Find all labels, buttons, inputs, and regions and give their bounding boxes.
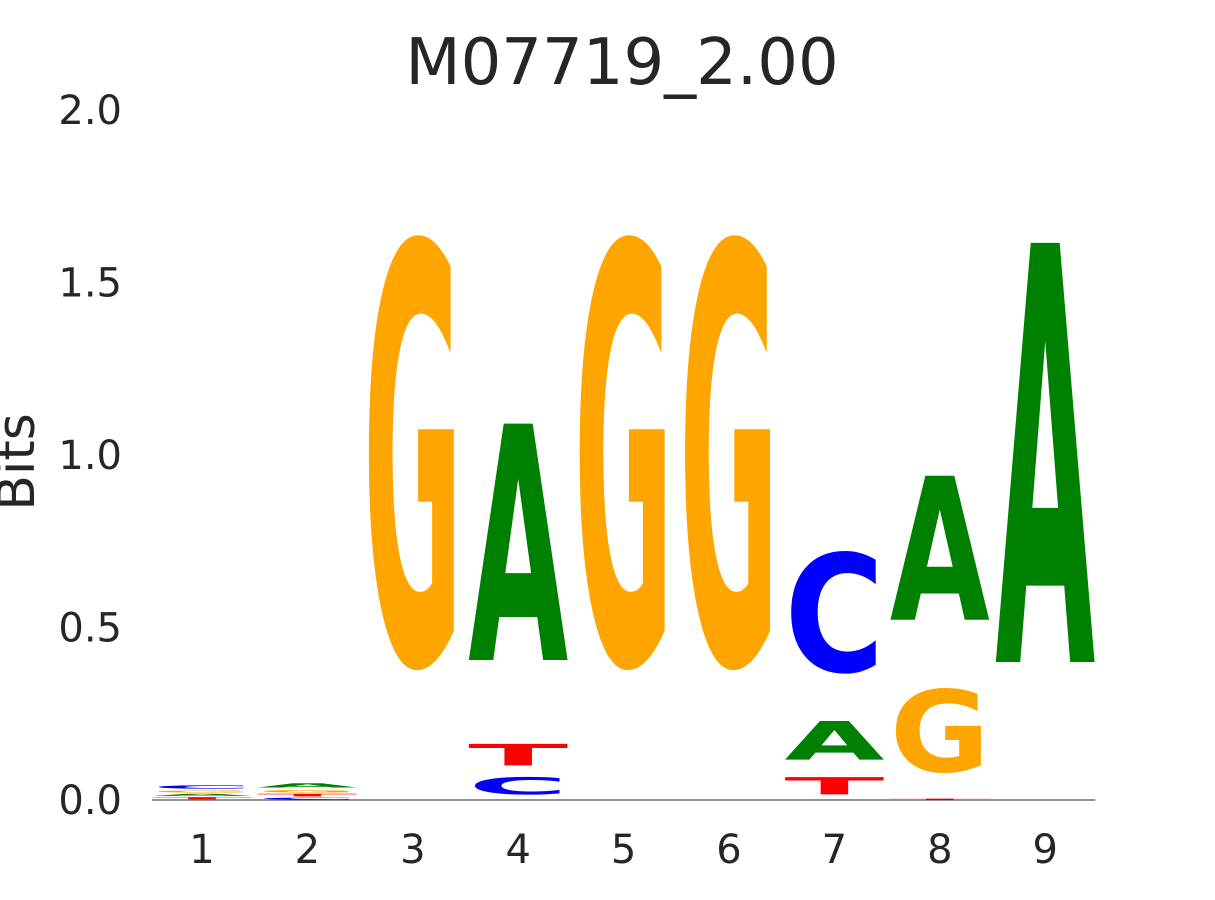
- y-tick-label: 2.0: [58, 88, 122, 134]
- x-tick-label: 2: [295, 827, 320, 873]
- x-tick-label: 9: [1032, 827, 1057, 873]
- y-axis-label: Bits: [0, 413, 47, 511]
- logo-letter-a: A: [257, 782, 357, 789]
- letter-stack: TGA: [890, 437, 990, 800]
- logo-letter-g: G: [152, 790, 252, 793]
- x-tick-label: 4: [505, 827, 530, 873]
- logo-letter-g: G: [890, 667, 990, 798]
- logo-letter-a: A: [890, 437, 990, 667]
- letter-stack: CTA: [468, 360, 568, 800]
- y-axis-ticks: 0.0 0.5 1.0 1.5 2.0: [58, 88, 122, 824]
- y-tick-label: 1.5: [58, 261, 122, 307]
- logo-letter-c: C: [468, 773, 568, 801]
- x-tick-label: 6: [716, 827, 741, 873]
- logo-letter-t: T: [152, 797, 252, 800]
- logo-letter-c: C: [784, 522, 884, 710]
- x-tick-label: 8: [927, 827, 952, 873]
- y-tick-label: 1.0: [58, 433, 122, 479]
- logo-letter-c: C: [152, 785, 252, 790]
- logo-letter-t: T: [890, 798, 990, 800]
- logo-letter-a: A: [468, 360, 568, 737]
- y-tick-label: 0.0: [58, 778, 122, 824]
- logo-letter-t: T: [784, 773, 885, 800]
- letter-stack: G: [679, 129, 779, 799]
- logo-letter-g: G: [679, 129, 779, 799]
- logo-letter-g: G: [363, 129, 463, 799]
- y-tick-label: 0.5: [58, 606, 122, 652]
- letter-stack: G: [363, 129, 463, 799]
- letter-stack: A: [995, 129, 1096, 798]
- logo-letter-c: C: [257, 797, 357, 800]
- logo-letter-t: T: [257, 793, 357, 797]
- x-tick-label: 5: [611, 827, 636, 873]
- logo-letter-a: A: [995, 129, 1096, 798]
- x-tick-label: 3: [400, 827, 425, 873]
- x-tick-label: 7: [822, 827, 847, 873]
- letter-stack: G: [574, 129, 674, 799]
- x-tick-label: 1: [189, 827, 214, 873]
- logo-letter-g: G: [574, 129, 674, 799]
- x-axis-ticks: 1 2 3 4 5 6 7 8 9: [189, 827, 1058, 873]
- logo-letter-t: T: [468, 738, 568, 772]
- logo-letter-a: A: [784, 711, 884, 773]
- logo-letter-a: A: [152, 793, 252, 796]
- letter-stack: TAC: [784, 522, 885, 800]
- chart-title: M07719_2.00: [405, 26, 838, 100]
- logo-letter-g: G: [257, 789, 357, 793]
